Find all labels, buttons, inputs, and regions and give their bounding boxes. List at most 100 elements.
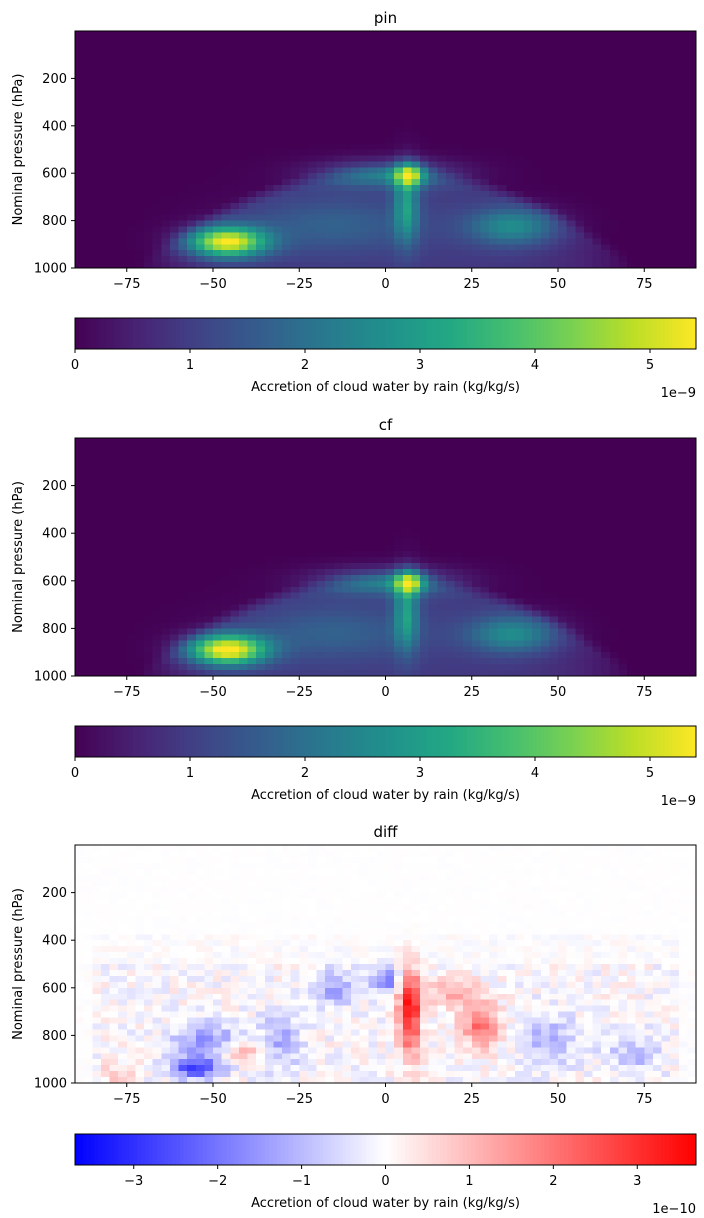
heatmap-cell (618, 485, 628, 493)
heatmap-cell (506, 262, 516, 269)
heatmap-cell (178, 96, 188, 103)
heatmap-cell (420, 143, 430, 151)
heatmap-cell (152, 84, 162, 91)
heatmap-cell (152, 232, 162, 239)
heatmap-cell (282, 256, 292, 263)
heatmap-cell (187, 214, 197, 222)
heatmap-cell (549, 467, 559, 475)
heatmap-cell (92, 119, 102, 127)
heatmap-cell (506, 238, 516, 245)
heatmap-cell (92, 551, 102, 558)
heatmap-cell (316, 137, 326, 145)
heatmap-cell (152, 31, 162, 38)
heatmap-cell (454, 527, 464, 534)
heatmap-cell (376, 509, 387, 516)
heatmap-cell (273, 586, 283, 594)
heatmap-cell (566, 102, 576, 109)
heatmap-cell (75, 108, 85, 115)
heatmap-cell (316, 244, 326, 251)
heatmap-cell (204, 226, 214, 234)
heatmap-cell (307, 72, 318, 79)
heatmap-cell (411, 185, 421, 192)
heatmap-cell (213, 190, 223, 198)
heatmap-cell (402, 580, 412, 588)
heatmap-cell (333, 161, 343, 168)
heatmap-cell (264, 54, 274, 62)
heatmap-cell (532, 545, 542, 552)
heatmap-cell (627, 96, 637, 103)
heatmap-cell (290, 467, 300, 475)
heatmap-cell (635, 574, 645, 582)
heatmap-cell (376, 461, 387, 469)
heatmap-cell (489, 533, 499, 540)
heatmap-cell (238, 102, 249, 109)
heatmap-cell (126, 485, 136, 493)
heatmap-cell (445, 527, 456, 534)
heatmap-cell (135, 256, 145, 263)
heatmap-cell (92, 185, 102, 192)
heatmap-cell (282, 155, 292, 162)
heatmap-cell (532, 438, 542, 445)
heatmap-cell (351, 491, 361, 499)
heatmap-cell (402, 592, 412, 600)
heatmap-cell (394, 574, 404, 582)
heatmap-cell (109, 568, 119, 576)
heatmap-cell (652, 66, 663, 74)
heatmap-cell (445, 473, 456, 481)
heatmap-cell (187, 96, 197, 103)
heatmap-cell (152, 443, 162, 451)
heatmap-cell (109, 262, 119, 269)
heatmap-cell (325, 208, 335, 216)
heatmap-cell (238, 60, 249, 68)
heatmap-cell (480, 167, 490, 174)
heatmap-cell (307, 48, 318, 56)
heatmap-cell (135, 119, 145, 127)
heatmap-cell (592, 161, 602, 168)
colorbar-segment (319, 318, 324, 349)
heatmap-cell (670, 173, 680, 180)
heatmap-cell (178, 238, 188, 245)
heatmap-cell (437, 208, 447, 216)
heatmap-cell (558, 208, 568, 216)
heatmap-cell (532, 96, 542, 103)
heatmap-cell (290, 449, 300, 457)
heatmap-cell (558, 509, 568, 516)
heatmap-cell (161, 119, 171, 127)
heatmap-cell (299, 568, 309, 576)
heatmap-cell (152, 438, 162, 445)
heatmap-cell (161, 455, 171, 463)
heatmap-cell (282, 592, 292, 600)
heatmap-cell (213, 113, 223, 121)
heatmap-cell (126, 557, 136, 564)
heatmap-cell (169, 527, 180, 534)
heatmap-cell (420, 438, 430, 445)
heatmap-cell (152, 78, 162, 85)
heatmap-cell (635, 551, 645, 558)
heatmap-cell (273, 202, 283, 210)
heatmap-cell (523, 503, 533, 510)
heatmap-cell (152, 96, 162, 103)
heatmap-cell (118, 54, 128, 62)
heatmap-cell (221, 131, 231, 139)
heatmap-cell (213, 539, 223, 546)
heatmap-cell (558, 568, 568, 576)
heatmap-cell (376, 232, 387, 239)
heatmap-cell (376, 467, 387, 475)
colorbar-segment (338, 318, 344, 349)
heatmap-cell (135, 461, 145, 469)
heatmap-cell (359, 438, 369, 445)
heatmap-cell (583, 545, 594, 552)
heatmap-cell (144, 125, 154, 133)
heatmap-cell (204, 66, 214, 74)
heatmap-cell (471, 60, 481, 68)
heatmap-cell (385, 48, 395, 56)
heatmap-cell (273, 580, 283, 588)
heatmap-cell (454, 167, 464, 174)
heatmap-cell (273, 179, 283, 186)
heatmap-cell (204, 503, 214, 510)
heatmap-cell (454, 220, 464, 228)
heatmap-cell (376, 131, 387, 139)
heatmap-cell (238, 202, 249, 210)
heatmap-cell (351, 149, 361, 157)
colorbar-segment (269, 318, 274, 349)
